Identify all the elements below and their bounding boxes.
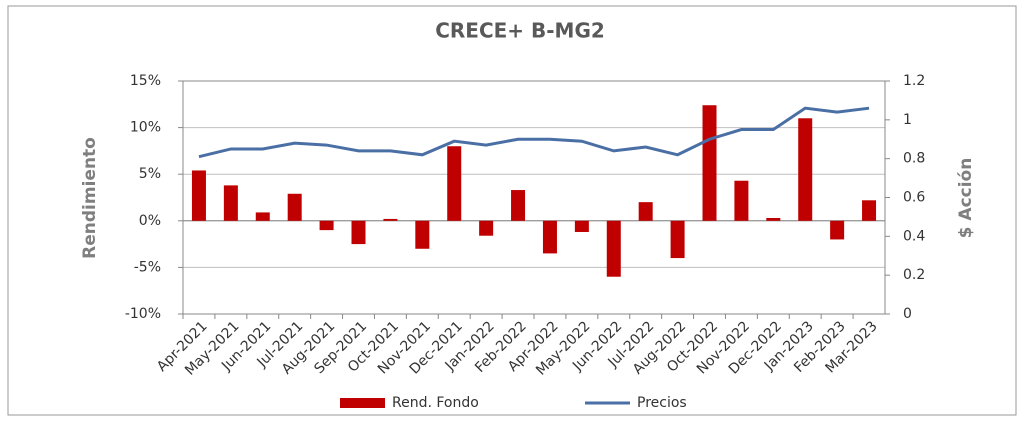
legend-swatch — [340, 398, 385, 408]
y2-tick-label: 0.6 — [903, 190, 925, 206]
bar — [862, 200, 877, 221]
bar — [351, 220, 366, 245]
y2-tick-label: 0.2 — [903, 267, 925, 283]
bar — [702, 105, 717, 221]
bar — [606, 220, 621, 277]
bar — [574, 220, 589, 232]
bar — [191, 170, 206, 221]
bar — [319, 220, 334, 231]
bar — [415, 220, 430, 249]
y-tick-label: 10% — [130, 120, 161, 136]
bar — [511, 190, 526, 221]
y-axis-label: Rendimiento — [80, 137, 100, 259]
y2-tick-label: 1.2 — [903, 73, 925, 89]
bar — [255, 212, 270, 221]
bar — [734, 180, 749, 221]
legend-label: Precios — [637, 395, 687, 411]
bar — [447, 146, 462, 221]
chart-title: CRECE+ B-MG2 — [435, 19, 605, 43]
bar — [287, 193, 302, 221]
y-tick-label: 0% — [139, 213, 161, 229]
y-tick-label: 5% — [139, 166, 161, 182]
bar — [638, 202, 653, 221]
y2-tick-label: 0.4 — [903, 228, 925, 244]
y2-axis-label: $ Acción — [956, 158, 976, 239]
y2-tick-label: 1 — [903, 112, 912, 128]
legend-label: Rend. Fondo — [392, 395, 479, 411]
bar — [830, 220, 845, 240]
bar — [479, 220, 494, 236]
y-tick-label: -5% — [134, 259, 161, 275]
y2-tick-label: 0.8 — [903, 151, 925, 167]
bar — [383, 218, 398, 221]
y2-tick-label: 0 — [903, 306, 912, 322]
bar — [670, 220, 685, 259]
y-tick-label: -10% — [125, 306, 161, 322]
bar — [542, 220, 557, 254]
bar — [766, 218, 781, 221]
bar — [223, 185, 238, 221]
bar — [798, 118, 813, 221]
line — [198, 106, 870, 159]
y-tick-label: 15% — [130, 73, 161, 89]
